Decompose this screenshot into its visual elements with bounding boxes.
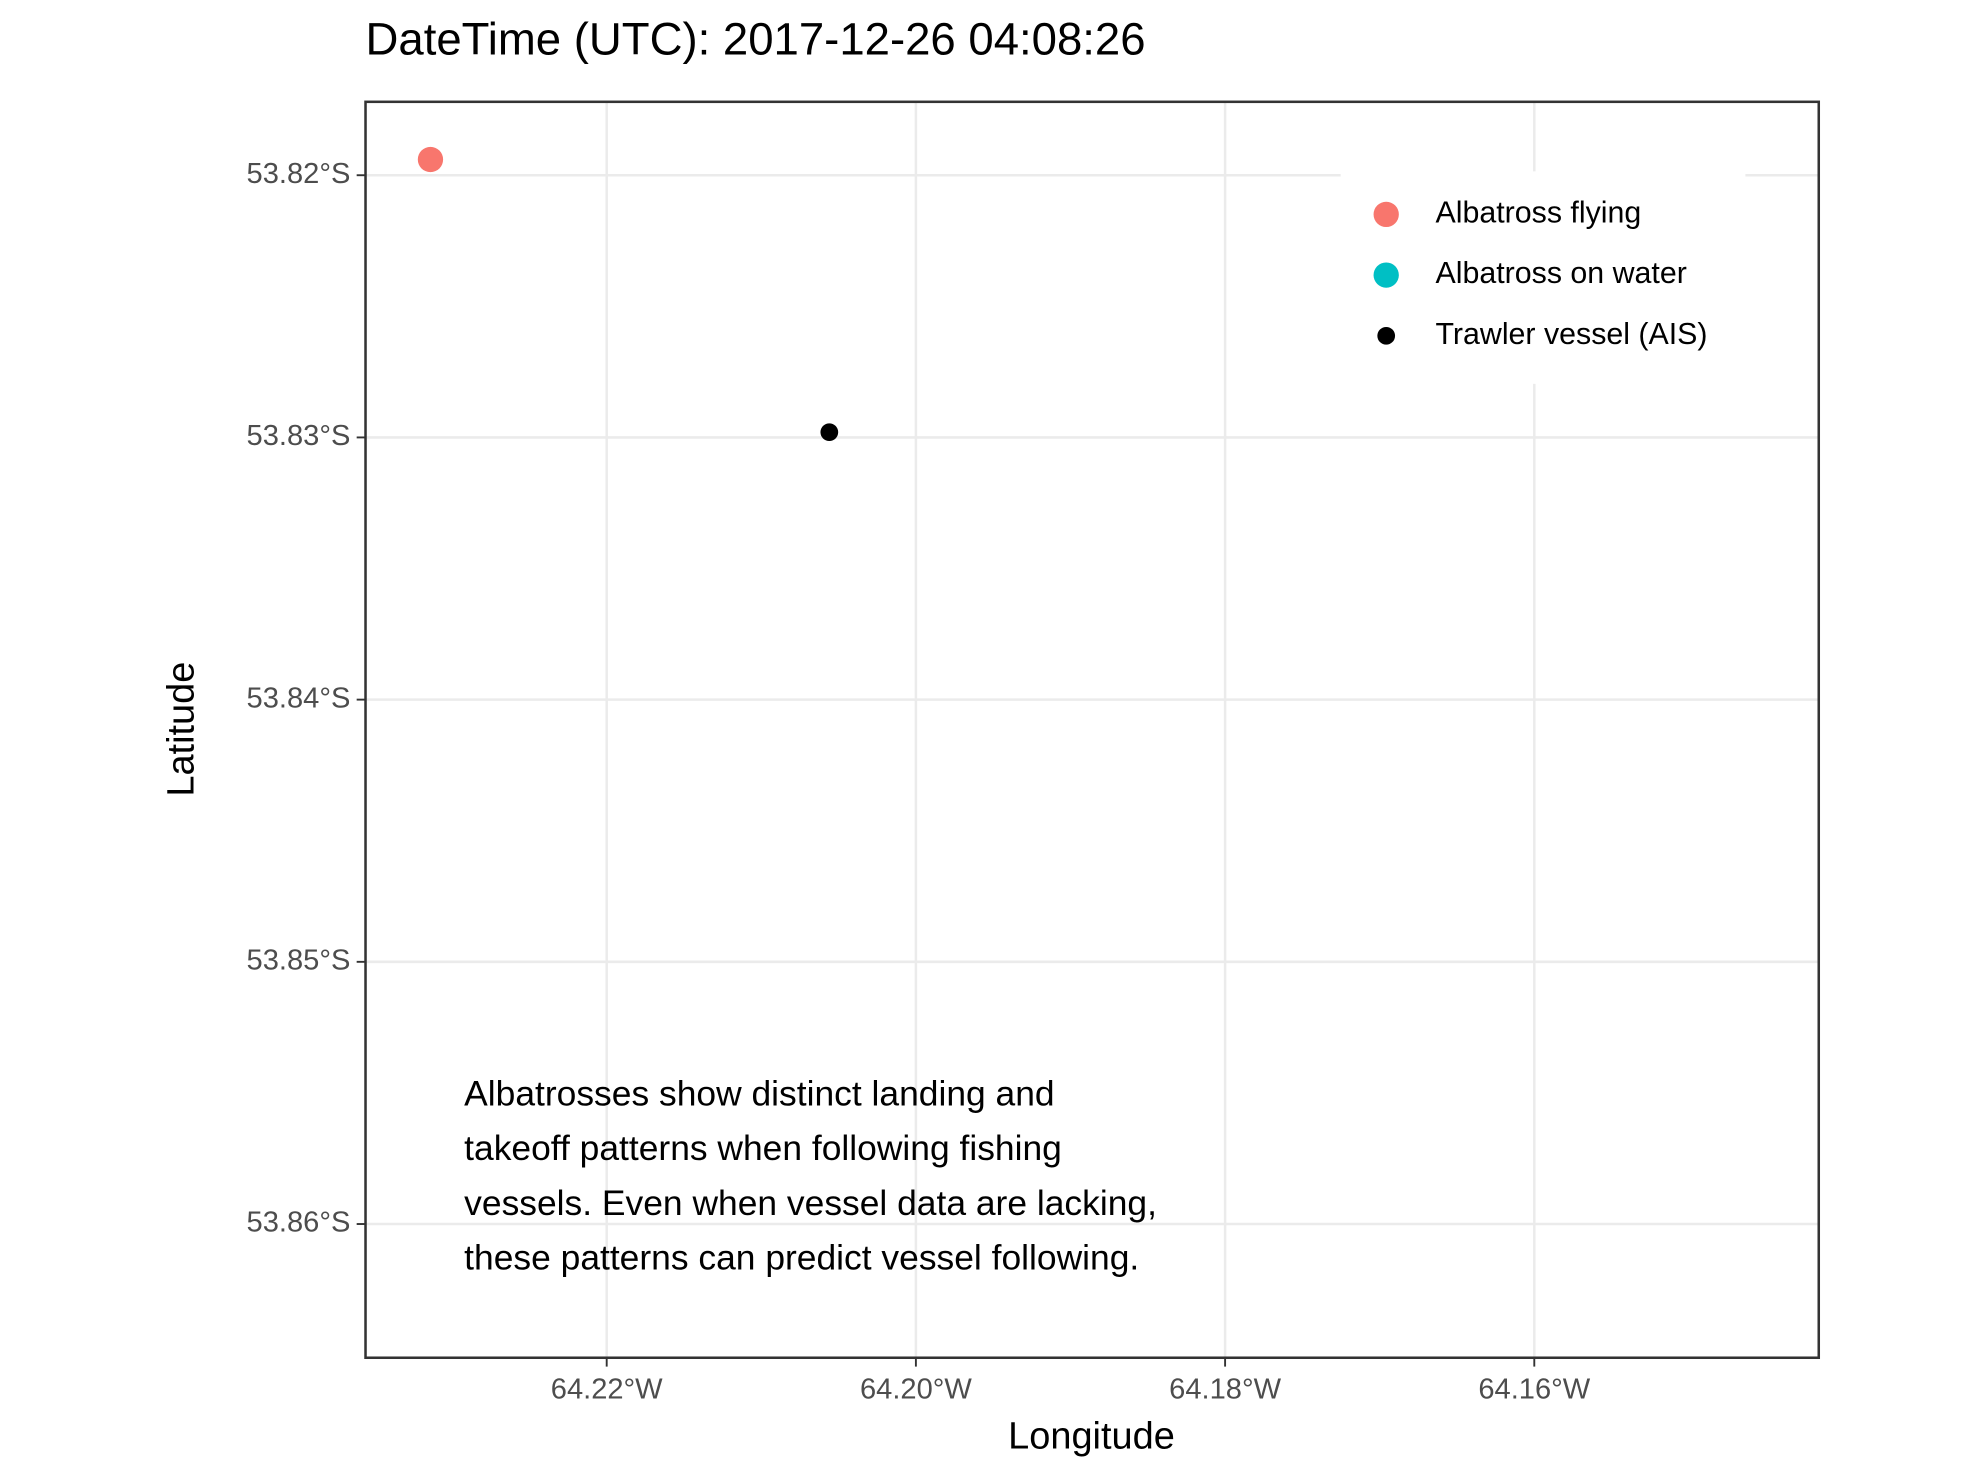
x-axis-title: Longitude [1008, 1416, 1175, 1458]
y-axis-title: Latitude [160, 662, 202, 797]
annotation: these patterns can predict vessel follow… [464, 1238, 1139, 1278]
legend-key [1377, 326, 1396, 345]
legend-box [1340, 171, 1746, 384]
x-tick-label: 64.22°W [551, 1373, 663, 1405]
legend-key [1373, 262, 1399, 288]
annotation: takeoff patterns when following fishing [464, 1128, 1062, 1168]
y-tick-label: 53.86°S [247, 1207, 351, 1239]
annotation: vessels. Even when vessel data are lacki… [464, 1183, 1157, 1223]
point [417, 146, 444, 173]
plot-border [364, 100, 1821, 1360]
legend-label: Albatross on water [1436, 257, 1687, 290]
legend-label: Albatross flying [1436, 196, 1642, 229]
legend-key [1373, 201, 1399, 228]
chart-title: DateTime (UTC): 2017-12-26 04:08:26 [366, 13, 1146, 64]
legend-label: Trawler vessel (AIS) [1436, 318, 1708, 351]
y-tick-label: 53.83°S [247, 420, 351, 452]
point [820, 423, 839, 442]
y-tick-label: 53.84°S [247, 682, 351, 714]
x-tick-label: 64.16°W [1478, 1373, 1590, 1405]
annotation: Albatrosses show distinct landing and [464, 1073, 1054, 1113]
x-tick-label: 64.20°W [860, 1373, 972, 1405]
y-tick-label: 53.82°S [247, 158, 351, 190]
x-tick-label: 64.18°W [1169, 1373, 1281, 1405]
y-tick-label: 53.85°S [247, 945, 351, 977]
